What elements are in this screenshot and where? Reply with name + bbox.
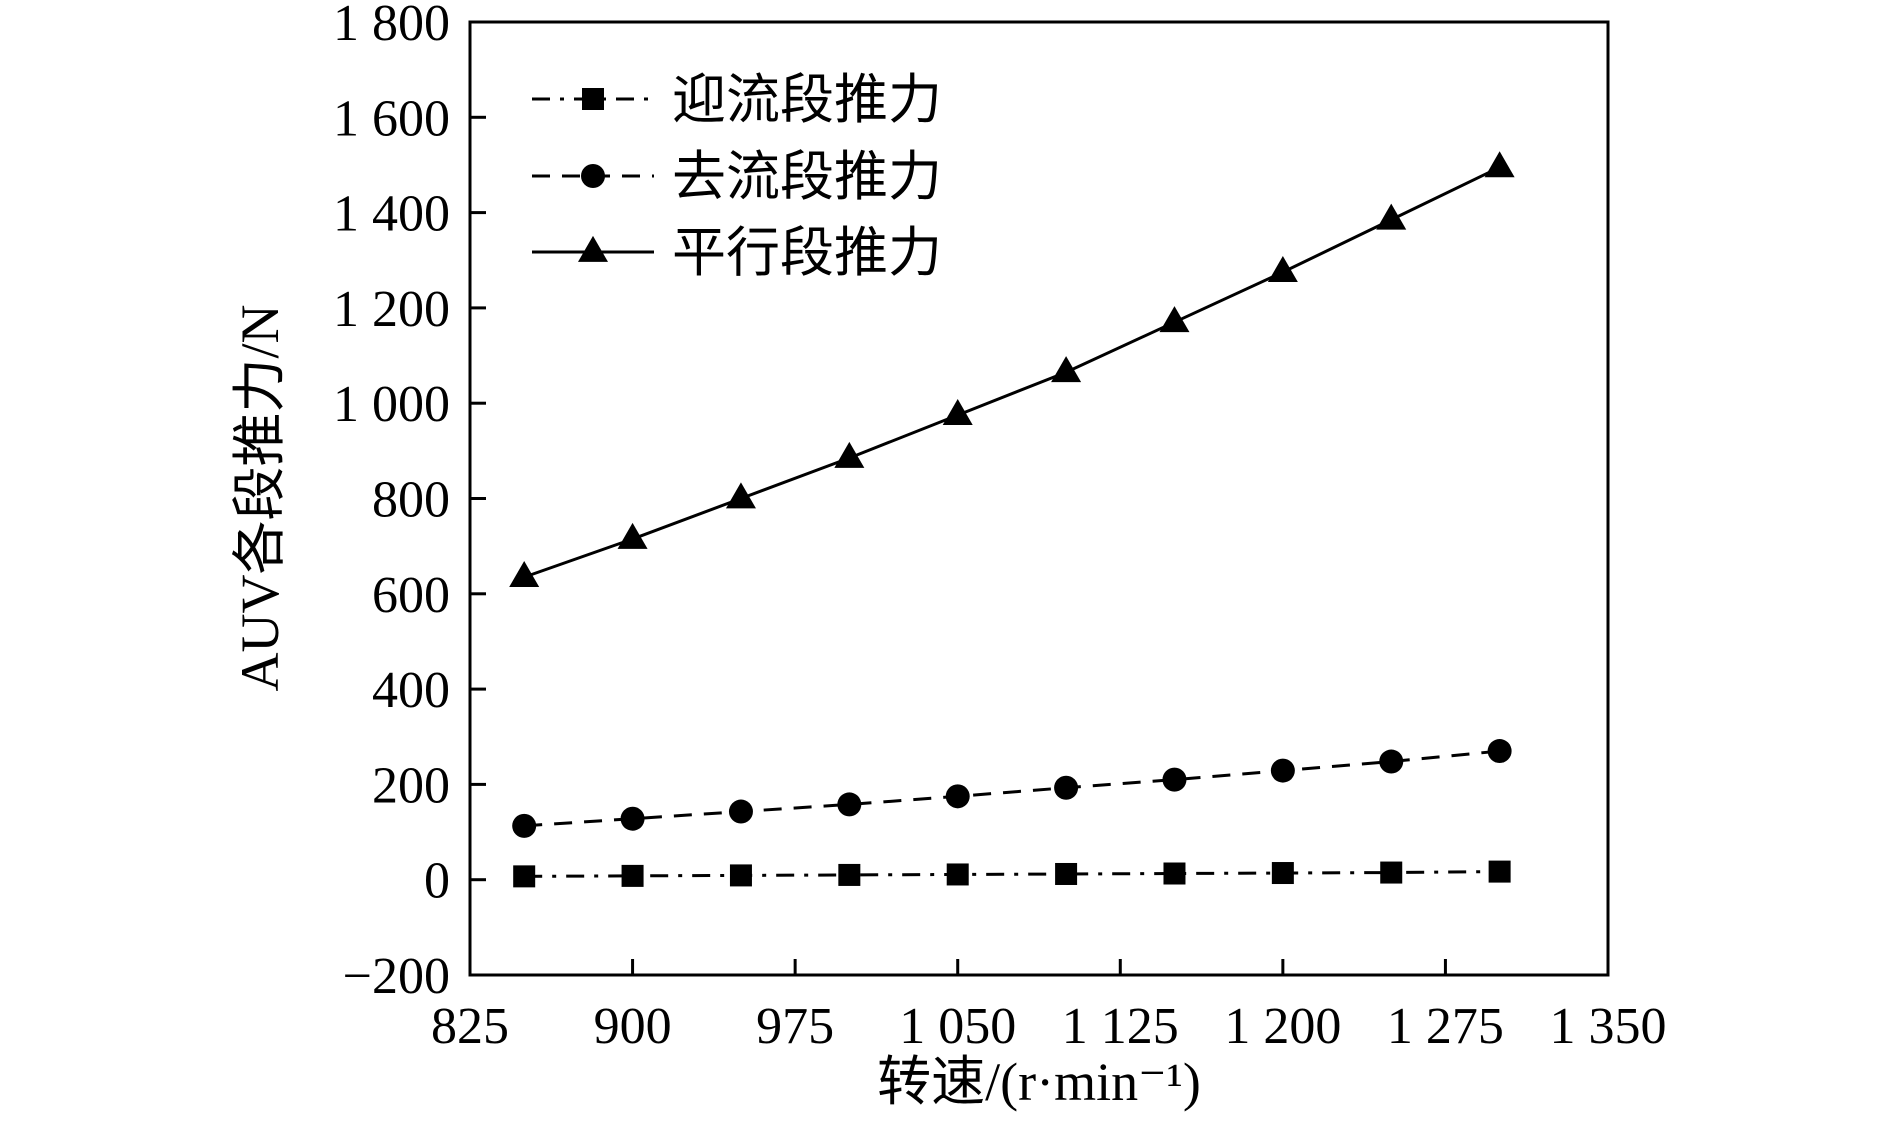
y-tick-label: 1 200	[333, 281, 450, 338]
y-axis-ticks: −200 0 200 400 600 800 1 000 1 200 1 400 1 600 1 8…	[333, 0, 486, 1005]
x-tick-label: 900	[594, 998, 672, 1055]
data-point	[509, 561, 540, 588]
data-point	[1054, 775, 1079, 800]
legend-label: 平行段推力	[672, 223, 942, 283]
series-layer	[509, 151, 1515, 888]
x-tick-label: 1 350	[1550, 998, 1667, 1055]
series-line	[524, 749, 1500, 828]
data-point	[1163, 862, 1186, 885]
data-point	[945, 784, 970, 809]
series-circle	[512, 739, 1512, 838]
data-point	[1271, 862, 1294, 885]
y-tick-label: 0	[424, 853, 450, 910]
plot-frame	[468, 20, 1610, 977]
data-point	[621, 864, 644, 887]
data-point	[1159, 306, 1190, 333]
x-tick-label: 1 050	[899, 998, 1016, 1055]
data-point	[512, 813, 537, 838]
legend-item: 去流段推力	[532, 147, 942, 207]
legend-item: 迎流段推力	[532, 70, 942, 130]
data-point	[838, 863, 861, 886]
x-axis-ticks: 825 900 975 1 050 1 125 1 200 1 275 1 350	[431, 959, 1667, 1055]
x-tick-label: 975	[756, 998, 834, 1055]
y-tick-label: 1 600	[333, 90, 450, 147]
data-point	[1051, 356, 1082, 383]
data-point	[620, 806, 645, 831]
x-tick-label: 1 200	[1224, 998, 1341, 1055]
y-tick-label: −200	[343, 948, 450, 1005]
y-tick-label: 1 000	[333, 376, 450, 433]
data-point	[1376, 203, 1407, 230]
legend-marker	[578, 235, 608, 262]
data-point	[834, 441, 865, 468]
y-axis-title: AUV各段推力/N	[230, 305, 290, 692]
x-tick-label: 825	[431, 998, 509, 1055]
x-axis-title: 转速/(r·min⁻¹)	[877, 1052, 1201, 1112]
data-point	[1055, 862, 1078, 885]
series-line	[524, 870, 1500, 878]
data-point	[837, 792, 862, 817]
y-tick-label: 1 800	[333, 0, 450, 52]
y-tick-label: 800	[372, 472, 450, 529]
legend-label: 迎流段推力	[672, 70, 942, 130]
series-square	[513, 860, 1511, 888]
data-point	[1270, 758, 1295, 783]
data-point	[1487, 739, 1512, 764]
data-point	[729, 864, 752, 887]
data-point	[617, 522, 648, 549]
data-point	[725, 482, 756, 509]
data-point	[1379, 749, 1404, 774]
data-point	[1488, 860, 1511, 883]
x-tick-label: 1 125	[1062, 998, 1179, 1055]
data-point	[728, 799, 753, 824]
y-tick-label: 400	[372, 662, 450, 719]
legend-label: 去流段推力	[672, 147, 942, 207]
series-line	[523, 165, 1501, 579]
legend-marker	[581, 164, 605, 188]
data-point	[1380, 861, 1403, 884]
data-point	[513, 865, 536, 888]
data-point	[946, 863, 969, 886]
data-point	[1162, 767, 1187, 792]
series-triangle	[509, 151, 1515, 588]
legend-item: 平行段推力	[532, 223, 942, 283]
y-tick-label: 600	[372, 567, 450, 624]
y-tick-label: 200	[372, 757, 450, 814]
data-point	[1484, 151, 1515, 178]
data-point	[942, 398, 973, 425]
x-tick-label: 1 275	[1387, 998, 1504, 1055]
legend-marker	[582, 88, 604, 110]
data-point	[1267, 256, 1298, 283]
y-tick-label: 1 400	[333, 186, 450, 243]
